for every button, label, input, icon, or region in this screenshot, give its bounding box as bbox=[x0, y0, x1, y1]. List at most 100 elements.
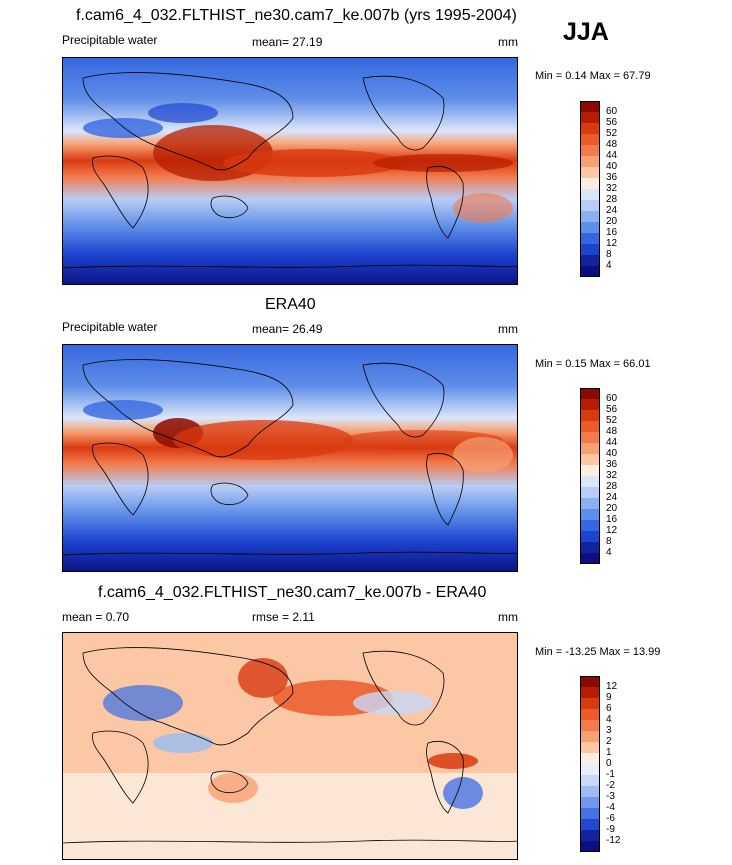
panel-3-colorbar-tick: 0 bbox=[606, 758, 612, 769]
panel-1-colorbar-tick: 28 bbox=[606, 194, 618, 205]
panel-2-colorbar-cell bbox=[580, 388, 600, 399]
panel-3-colorbar-tick: 9 bbox=[606, 692, 612, 703]
panel-1-colorbar-cell bbox=[580, 156, 600, 167]
panel-3-colorbar-tick: -1 bbox=[606, 769, 615, 780]
panel-2-colorbar-tick: 24 bbox=[606, 492, 618, 503]
panel-3-colorbar-cell bbox=[580, 687, 600, 698]
panel-2-colorbar-tick: 60 bbox=[606, 393, 618, 404]
panel-3-colorbar-cell bbox=[580, 720, 600, 731]
panel-2-mean: mean= 26.49 bbox=[252, 322, 323, 336]
panel-3-colorbar-cell bbox=[580, 830, 600, 841]
panel-1-minmax: Min = 0.14 Max = 67.79 bbox=[535, 70, 651, 82]
panel-3-colorbar-tick: -3 bbox=[606, 791, 615, 802]
panel-3-mean: mean = 0.70 bbox=[62, 610, 130, 624]
panel-3-colorbar-cell bbox=[580, 797, 600, 808]
panel-2-colorbar-cell bbox=[580, 454, 600, 465]
panel-2-title: ERA40 bbox=[265, 296, 316, 313]
panel-3-colorbar-tick: 1 bbox=[606, 747, 612, 758]
panel-3-colorbar-cell bbox=[580, 775, 600, 786]
panel-2-colorbar-cell bbox=[580, 553, 600, 564]
panel-3-colorbar-cell bbox=[580, 808, 600, 819]
panel-1-colorbar-tick: 48 bbox=[606, 139, 618, 150]
panel-1-colorbar-tick: 52 bbox=[606, 128, 618, 139]
panel-1-colorbar-cell bbox=[580, 200, 600, 211]
panel-2-colorbar-cell bbox=[580, 399, 600, 410]
panel-3-rmse: rmse = 2.11 bbox=[252, 610, 315, 624]
panel-1-colorbar-cell bbox=[580, 178, 600, 189]
panel-1-colorbar-cell bbox=[580, 145, 600, 156]
panel-1-colorbar-cell bbox=[580, 233, 600, 244]
panel-2-colorbar-cell bbox=[580, 531, 600, 542]
panel-2-colorbar-tick: 36 bbox=[606, 459, 618, 470]
panel-3-colorbar-cell bbox=[580, 698, 600, 709]
panel-3-colorbar-tick: 2 bbox=[606, 736, 612, 747]
panel-2-colorbar-tick: 12 bbox=[606, 525, 618, 536]
panel-3-title: f.cam6_4_032.FLTHIST_ne30.cam7_ke.007b -… bbox=[98, 584, 487, 601]
panel-1-colorbar-tick: 8 bbox=[606, 249, 612, 260]
panel-2-colorbar-tick: 4 bbox=[606, 547, 612, 558]
panel-1-colorbar-tick: 16 bbox=[606, 227, 618, 238]
panel-3-colorbar-cell bbox=[580, 786, 600, 797]
panel-3-colorbar-tick: 6 bbox=[606, 703, 612, 714]
panel-1-colorbar-tick: 56 bbox=[606, 117, 618, 128]
season-label: JJA bbox=[563, 18, 609, 46]
panel-1-colorbar-cell bbox=[580, 167, 600, 178]
panel-2-colorbar-tick: 28 bbox=[606, 481, 618, 492]
panel-2-colorbar-tick: 8 bbox=[606, 536, 612, 547]
panel-3-colorbar-cell bbox=[580, 676, 600, 687]
panel-3-colorbar-tick: -12 bbox=[606, 835, 621, 846]
panel-2-colorbar-tick: 32 bbox=[606, 470, 618, 481]
panel-3-colorbar-cell bbox=[580, 764, 600, 775]
panel-3-field bbox=[63, 633, 517, 859]
panel-2-colorbar-cell bbox=[580, 487, 600, 498]
panel-1-colorbar-cell bbox=[580, 211, 600, 222]
panel-3-colorbar-cell bbox=[580, 841, 600, 852]
panel-1-colorbar-cell bbox=[580, 222, 600, 233]
panel-1-variable-label: Precipitable water bbox=[62, 33, 158, 47]
panel-2-units: mm bbox=[498, 322, 518, 336]
panel-1-units: mm bbox=[498, 35, 518, 49]
panel-2-field bbox=[63, 345, 517, 571]
panel-2-colorbar-cell bbox=[580, 520, 600, 531]
panel-1-colorbar-cell bbox=[580, 112, 600, 123]
panel-3-colorbar-tick: -4 bbox=[606, 802, 615, 813]
panel-3-colorbar-tick: 12 bbox=[606, 681, 618, 692]
panel-2-colorbar-tick: 56 bbox=[606, 404, 618, 415]
panel-1-colorbar-cell bbox=[580, 134, 600, 145]
panel-1-title: f.cam6_4_032.FLTHIST_ne30.cam7_ke.007b (… bbox=[76, 7, 517, 24]
panel-3-colorbar-cell bbox=[580, 709, 600, 720]
panel-2-colorbar-tick: 44 bbox=[606, 437, 618, 448]
panel-1-colorbar-cell bbox=[580, 123, 600, 134]
panel-2-colorbar-cell bbox=[580, 476, 600, 487]
panel-1-colorbar-tick: 4 bbox=[606, 260, 612, 271]
panel-2-colorbar-cell bbox=[580, 465, 600, 476]
panel-1-colorbar-cell bbox=[580, 189, 600, 200]
panel-2-colorbar-tick: 16 bbox=[606, 514, 618, 525]
panel-1-colorbar-tick: 44 bbox=[606, 150, 618, 161]
panel-2-map bbox=[62, 344, 518, 572]
panel-3-minmax: Min = -13.25 Max = 13.99 bbox=[535, 646, 661, 658]
panel-1-field bbox=[63, 58, 517, 284]
panel-2-colorbar-cell bbox=[580, 432, 600, 443]
panel-1-colorbar-tick: 24 bbox=[606, 205, 618, 216]
panel-3-map bbox=[62, 632, 518, 860]
panel-2-colorbar-cell bbox=[580, 443, 600, 454]
panel-3-colorbar-cell bbox=[580, 731, 600, 742]
panel-3-colorbar-cell bbox=[580, 742, 600, 753]
panel-1-colorbar-tick: 36 bbox=[606, 172, 618, 183]
panel-1-colorbar-tick: 12 bbox=[606, 238, 618, 249]
panel-2-colorbar-cell bbox=[580, 421, 600, 432]
panel-1-colorbar-cell bbox=[580, 255, 600, 266]
panel-1-map bbox=[62, 57, 518, 285]
panel-2-minmax: Min = 0.15 Max = 66.01 bbox=[535, 358, 651, 370]
panel-1-mean: mean= 27.19 bbox=[252, 35, 323, 49]
panel-3-colorbar-tick: -6 bbox=[606, 813, 615, 824]
panel-1-colorbar-tick: 40 bbox=[606, 161, 618, 172]
panel-3-units: mm bbox=[498, 610, 518, 624]
panel-2-colorbar-tick: 20 bbox=[606, 503, 618, 514]
panel-2-colorbar-tick: 52 bbox=[606, 415, 618, 426]
panel-3-colorbar-tick: 3 bbox=[606, 725, 612, 736]
panel-1-colorbar-tick: 20 bbox=[606, 216, 618, 227]
panel-1-colorbar-tick: 32 bbox=[606, 183, 618, 194]
panel-3-colorbar-cell bbox=[580, 753, 600, 764]
